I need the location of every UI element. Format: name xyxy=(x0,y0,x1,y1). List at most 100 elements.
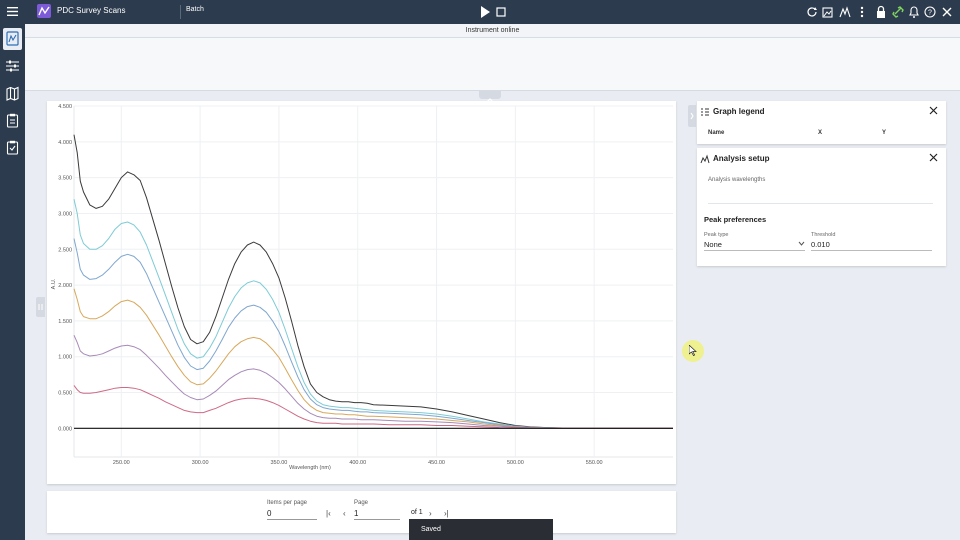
chevron-right-icon xyxy=(690,112,694,120)
y-tick-label: 2.000 xyxy=(58,283,72,289)
spectrum-chart[interactable]: 250.00 300.00 350.00 400.00 450.00 500.00 550.… xyxy=(47,101,676,484)
close-icon[interactable] xyxy=(941,5,953,19)
close-icon[interactable] xyxy=(929,153,938,162)
wavelengths-underline xyxy=(708,203,933,204)
help-icon[interactable]: ? xyxy=(924,5,936,19)
y-tick-label: 0.000 xyxy=(58,426,72,432)
first-page-icon[interactable]: |‹ xyxy=(326,509,331,518)
x-axis-label: Wavelength (nm) xyxy=(289,465,331,471)
legend-col-x[interactable]: X xyxy=(818,130,823,136)
graph-legend-panel: Graph legend Name X Y xyxy=(697,101,946,144)
clipboard-icon xyxy=(6,113,19,128)
sidebar-item-spectrum[interactable] xyxy=(3,28,22,50)
x-tick-label: 450.00 xyxy=(428,460,445,466)
spectrum-icon xyxy=(6,31,19,46)
svg-text:?: ? xyxy=(928,10,932,17)
peak-type-label: Peak type xyxy=(704,232,729,238)
mode-label[interactable]: Batch xyxy=(186,6,204,13)
chart-grid xyxy=(73,105,673,458)
expand-left-panel-button[interactable] xyxy=(36,297,45,317)
sidebar-item-clipboard[interactable] xyxy=(3,110,22,132)
title-divider xyxy=(180,5,181,19)
items-per-page-label: Items per page xyxy=(267,500,308,506)
y-tick-label: 3.500 xyxy=(58,176,72,182)
legend-col-y[interactable]: Y xyxy=(882,130,887,136)
export-image-icon[interactable] xyxy=(822,5,834,19)
sidebar-item-checklist[interactable] xyxy=(3,137,22,159)
top-bar: PDC Survey Scans Batch ? xyxy=(0,0,960,24)
series-line-5 xyxy=(73,334,673,429)
mouse-cursor-icon xyxy=(689,345,697,356)
items-per-page-underline xyxy=(267,519,317,520)
saved-toast: Saved xyxy=(409,519,553,540)
menu-icon[interactable] xyxy=(7,6,18,17)
series-line-1 xyxy=(73,134,673,429)
legend-list-icon xyxy=(701,108,709,116)
chevron-down-icon[interactable] xyxy=(798,241,805,246)
analysis-wavelengths-field[interactable]: Analysis wavelengths xyxy=(708,177,766,183)
link-icon[interactable] xyxy=(892,5,904,19)
prev-page-icon[interactable]: ‹ xyxy=(343,509,346,518)
sidebar-item-map[interactable] xyxy=(3,83,22,105)
x-tick-label: 350.00 xyxy=(271,460,288,466)
peak-icon[interactable] xyxy=(839,5,851,19)
refresh-icon[interactable] xyxy=(806,5,818,19)
y-tick-label: 2.500 xyxy=(58,247,72,253)
map-icon xyxy=(6,86,19,101)
analysis-setup-panel: Analysis setup Analysis wavelengths Peak… xyxy=(697,148,946,266)
grip-icon xyxy=(38,304,43,310)
items-per-page-input[interactable]: 0 xyxy=(267,509,272,518)
page-input[interactable]: 1 xyxy=(354,509,359,518)
y-tick-label: 3.000 xyxy=(58,211,72,217)
y-tick-label: 0.500 xyxy=(58,391,72,397)
peak-type-select[interactable]: None xyxy=(704,240,722,249)
play-icon[interactable] xyxy=(479,5,491,19)
stop-icon[interactable] xyxy=(496,7,506,17)
y-tick-label: 4.500 xyxy=(58,104,72,110)
peak-preferences-heading: Peak preferences xyxy=(704,215,767,224)
header-area xyxy=(25,38,960,91)
threshold-underline xyxy=(811,250,932,251)
page-underline xyxy=(354,519,400,520)
legend-col-name[interactable]: Name xyxy=(708,130,725,136)
collapse-right-panel-button[interactable] xyxy=(688,105,696,127)
y-axis-label: A.U. xyxy=(51,278,57,289)
y-tick-label: 1.500 xyxy=(58,319,72,325)
threshold-input[interactable]: 0.010 xyxy=(811,240,830,249)
clipboard-check-icon xyxy=(6,140,19,155)
x-tick-label: 550.00 xyxy=(586,460,603,466)
sidebar xyxy=(0,24,25,540)
threshold-label: Threshold xyxy=(811,232,836,238)
chart-ticks: 250.00 300.00 350.00 400.00 450.00 500.00 550.… xyxy=(58,104,602,466)
app-logo-icon xyxy=(37,4,51,18)
app-title: PDC Survey Scans xyxy=(57,6,126,15)
last-page-icon[interactable]: ›| xyxy=(444,509,449,518)
x-tick-label: 250.00 xyxy=(113,460,130,466)
x-tick-label: 400.00 xyxy=(349,460,366,466)
series-line-6 xyxy=(73,385,673,429)
y-tick-label: 1.000 xyxy=(58,355,72,361)
graph-legend-title: Graph legend xyxy=(713,107,765,116)
bell-icon[interactable] xyxy=(908,5,920,19)
y-tick-label: 4.000 xyxy=(58,140,72,146)
page-label: Page xyxy=(354,500,369,506)
series-line-4 xyxy=(73,288,673,429)
instrument-status: Instrument online xyxy=(25,24,960,38)
x-tick-label: 500.00 xyxy=(507,460,524,466)
analysis-icon xyxy=(700,154,710,164)
next-page-icon[interactable]: › xyxy=(429,509,432,518)
page-count: of 1 xyxy=(411,509,423,516)
peak-type-underline xyxy=(704,250,805,251)
x-tick-label: 300.00 xyxy=(192,460,209,466)
chart-series xyxy=(73,134,673,429)
sliders-icon xyxy=(6,60,19,72)
collapse-header-button[interactable] xyxy=(479,91,501,103)
sidebar-item-settings[interactable] xyxy=(3,55,22,77)
more-vertical-icon[interactable] xyxy=(856,5,868,19)
analysis-setup-title: Analysis setup xyxy=(713,154,770,163)
series-line-3 xyxy=(73,238,673,429)
series-line-2 xyxy=(73,198,673,429)
spectrum-graph-card[interactable]: 250.00 300.00 350.00 400.00 450.00 500.00 550.… xyxy=(47,101,676,484)
close-icon[interactable] xyxy=(929,106,938,115)
lock-icon[interactable] xyxy=(875,5,887,19)
